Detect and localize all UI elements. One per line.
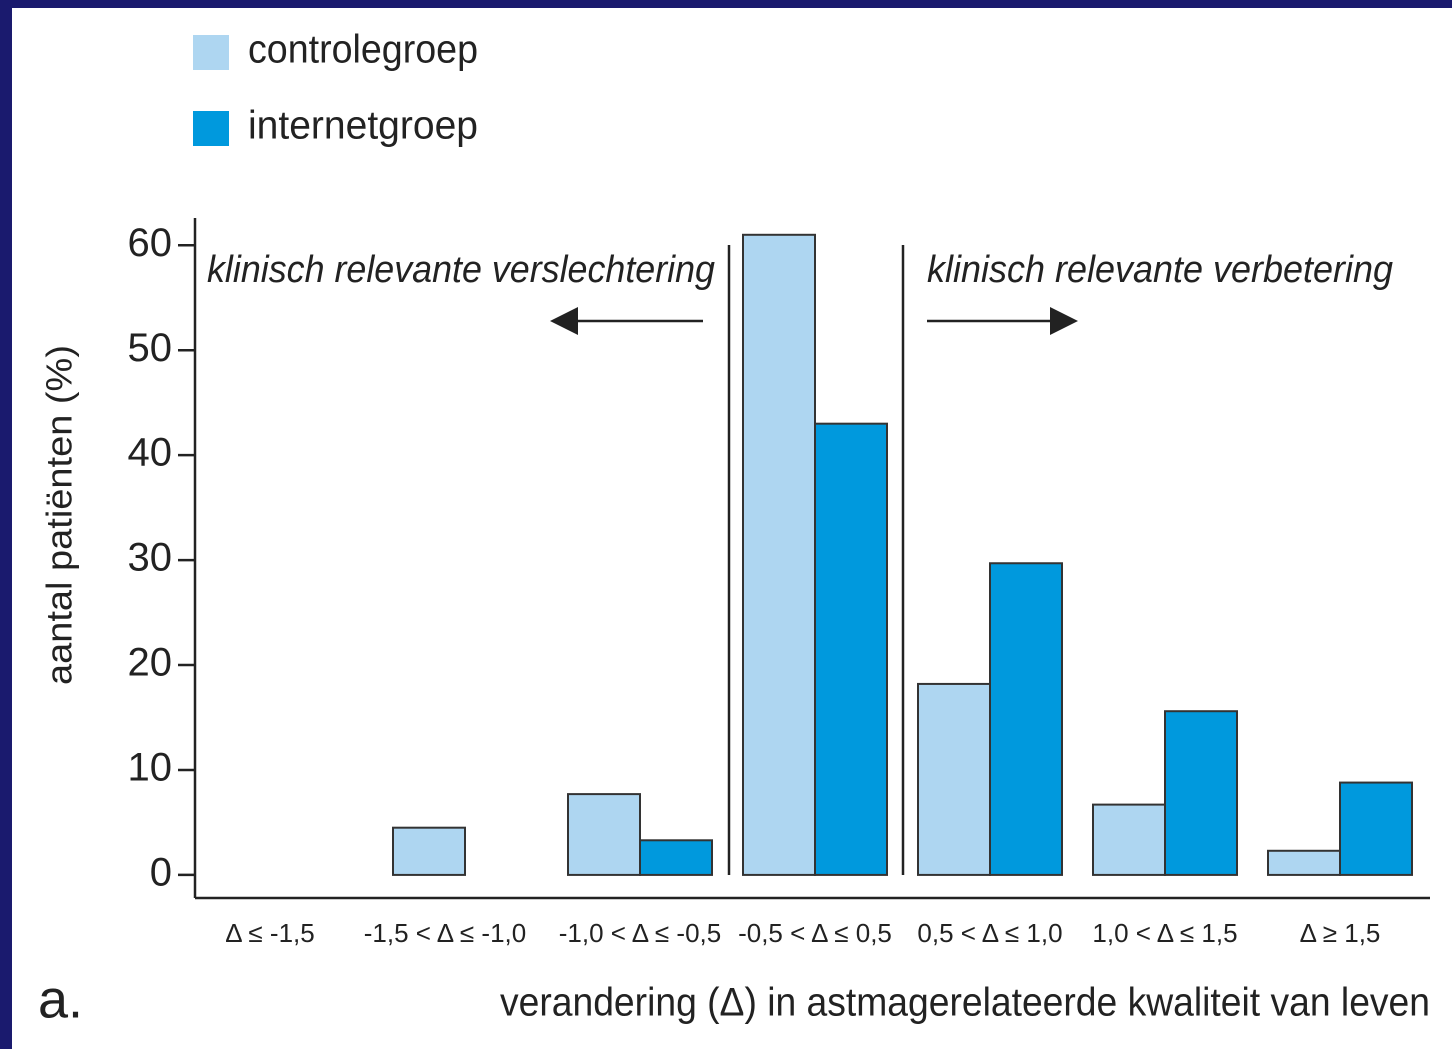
x-tick-label: -0,5 < Δ ≤ 0,5 <box>738 918 892 948</box>
annotation: klinisch relevante verbetering <box>927 249 1393 291</box>
x-tick-label: -1,5 < Δ ≤ -1,0 <box>364 918 526 948</box>
bar <box>392 826 466 876</box>
bar <box>989 562 1063 876</box>
x-axis-title: verandering (Δ) in astmagerelateerde kwa… <box>500 981 1430 1025</box>
x-tick-label: 1,0 < Δ ≤ 1,5 <box>1092 918 1237 948</box>
legend-label: internetgroep <box>248 104 478 148</box>
bar <box>567 793 641 876</box>
y-tick-label: 50 <box>128 326 173 370</box>
x-tick-label: Δ ≥ 1,5 <box>1300 918 1381 948</box>
y-tick-label: 30 <box>128 536 173 580</box>
x-tick-label: -1,0 < Δ ≤ -0,5 <box>559 918 721 948</box>
y-axis-title: aantal patiënten (%) <box>39 345 80 685</box>
bar <box>639 839 713 876</box>
bar <box>917 682 991 876</box>
legend-swatch <box>193 35 229 70</box>
arrow-head <box>550 307 578 335</box>
legend-swatch <box>193 111 229 146</box>
y-tick-label: 40 <box>128 431 173 475</box>
y-tick-label: 10 <box>128 746 173 790</box>
bar <box>814 422 888 876</box>
bar <box>1092 803 1166 876</box>
x-tick-label: Δ ≤ -1,5 <box>225 918 314 948</box>
arrow-head <box>1050 307 1078 335</box>
annotation: klinisch relevante verslechtering <box>207 249 715 291</box>
bar <box>1267 849 1341 876</box>
panel <box>12 8 1452 1049</box>
legend-label: controlegroep <box>248 28 478 72</box>
bar <box>742 233 816 876</box>
y-tick-label: 60 <box>128 221 173 265</box>
panel-label: a. <box>38 969 83 1029</box>
bar <box>1164 710 1238 876</box>
bar <box>1339 781 1413 876</box>
y-tick-label: 0 <box>150 850 172 894</box>
y-tick-label: 20 <box>128 641 173 685</box>
x-tick-label: 0,5 < Δ ≤ 1,0 <box>917 918 1062 948</box>
